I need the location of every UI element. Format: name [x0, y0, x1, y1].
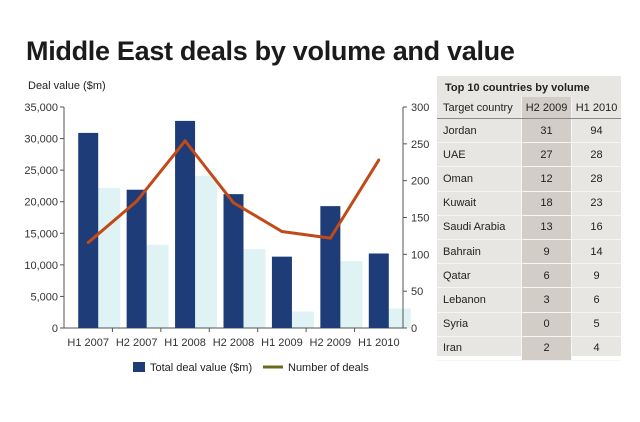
- cell-h1-2010: 23: [571, 191, 621, 216]
- right-tick-label: 50: [411, 286, 423, 298]
- cell-h1-2010: 14: [571, 239, 621, 265]
- cell-h1-2010: 5: [571, 312, 621, 337]
- category-label: H2 2008: [213, 337, 255, 349]
- cell-h2-2009: 6: [520, 263, 572, 289]
- cell-h1-2010: 16: [571, 215, 621, 240]
- left-tick-label: 5,000: [30, 291, 58, 303]
- category-label: H1 2009: [261, 337, 303, 349]
- countries-table: Target country H2 2009 H1 2010 Jordan 31 9…: [437, 97, 621, 361]
- right-tick-label: 0: [411, 323, 417, 335]
- cell-h2-2009: 2: [520, 336, 572, 361]
- cell-h2-2009: 27: [520, 142, 572, 168]
- table-row: Qatar 6 9: [437, 263, 621, 289]
- deals-count-point: [86, 241, 90, 245]
- category-label: H1 2007: [67, 337, 109, 349]
- cell-h2-2009: 3: [520, 287, 572, 313]
- table-row: UAE 27 28: [437, 142, 621, 168]
- chart-legend: Total deal value ($m) Number of deals: [133, 362, 369, 374]
- top-countries-panel: Top 10 countries by volume Target countr…: [437, 76, 621, 361]
- category-labels: H1 2007 H2 2007 H1 2008 H2 2008 H1 2009 H2 20…: [67, 328, 400, 349]
- cell-country: Kuwait: [437, 191, 522, 216]
- cell-h1-2010: 94: [571, 118, 621, 144]
- deals-count-point: [377, 158, 381, 162]
- cell-country: Syria: [437, 312, 522, 337]
- deal-value-bar: [223, 194, 244, 328]
- legend-bar-label: Total deal value ($m): [150, 362, 252, 374]
- cell-h2-2009: 13: [520, 215, 572, 240]
- deals-count-point: [135, 199, 139, 203]
- right-tick-label: 150: [411, 213, 429, 225]
- table-header-row: Target country H2 2009 H1 2010: [437, 97, 621, 119]
- cell-h1-2010: 6: [571, 287, 621, 313]
- category-label: H1 2008: [164, 337, 206, 349]
- deal-value-bar: [368, 253, 389, 328]
- cell-h1-2010: 4: [571, 336, 621, 361]
- table-row: Bahrain 9 14: [437, 239, 621, 265]
- cell-country: Bahrain: [437, 239, 522, 265]
- cell-country: Qatar: [437, 263, 522, 289]
- deal-value-bar: [271, 256, 292, 328]
- left-tick-label: 0: [52, 323, 58, 335]
- left-tick-label: 35,000: [24, 102, 58, 114]
- table-row: Lebanon 3 6: [437, 287, 621, 313]
- table-row: Kuwait 18 23: [437, 191, 621, 216]
- cell-country: Saudi Arabia: [437, 215, 522, 240]
- left-tick-label: 25,000: [24, 165, 58, 177]
- deals-chart: 0 5,000 10,000 15,000 20,000 25,000 30,000 35,0…: [24, 102, 429, 374]
- legend-bar-swatch: [133, 362, 145, 372]
- category-label: H2 2009: [310, 337, 352, 349]
- left-tick-label: 30,000: [24, 134, 58, 146]
- deals-count-point: [183, 139, 187, 143]
- y-axis-label: Deal value ($m): [28, 80, 106, 92]
- table-row: Oman 12 28: [437, 166, 621, 192]
- table-row: Iran 2 4: [437, 336, 621, 361]
- cell-country: Iran: [437, 336, 522, 361]
- right-tick-label: 100: [411, 249, 429, 261]
- cell-h1-2010: 28: [571, 142, 621, 168]
- cell-h2-2009: 0: [520, 312, 572, 337]
- cell-h2-2009: 31: [520, 118, 572, 144]
- deals-count-point: [232, 201, 235, 205]
- table-row: Jordan 31 94: [437, 118, 621, 144]
- cell-country: Oman: [437, 166, 522, 192]
- deal-value-bar: [78, 132, 99, 328]
- right-tick-label: 300: [411, 102, 429, 114]
- cell-h1-2010: 9: [571, 263, 621, 289]
- header-country: Target country: [437, 97, 522, 119]
- category-label: H1 2010: [358, 337, 400, 349]
- bar-series: [78, 120, 389, 329]
- left-tick-label: 10,000: [24, 260, 58, 272]
- deal-value-bar: [175, 120, 196, 329]
- left-tick-label: 20,000: [24, 197, 58, 209]
- deal-value-bar: [126, 189, 147, 328]
- table-title: Top 10 countries by volume: [445, 82, 590, 94]
- cell-h2-2009: 9: [520, 239, 572, 265]
- cell-country: UAE: [437, 142, 522, 168]
- cell-country: Jordan: [437, 118, 522, 144]
- cell-country: Lebanon: [437, 287, 522, 313]
- right-axis-ticks: 0 50 100 150 200 250 300: [403, 102, 429, 335]
- legend-line-label: Number of deals: [288, 362, 369, 374]
- header-h2-2009: H2 2009: [520, 97, 572, 119]
- deals-count-point: [328, 236, 332, 240]
- category-label: H2 2007: [116, 337, 158, 349]
- left-tick-label: 15,000: [24, 228, 58, 240]
- page-title: Middle East deals by volume and value: [26, 36, 515, 66]
- table-row: Saudi Arabia 13 16: [437, 215, 621, 240]
- right-tick-label: 200: [411, 176, 429, 188]
- deals-count-point: [280, 229, 284, 233]
- left-axis-ticks: 0 5,000 10,000 15,000 20,000 25,000 30,000 35,0…: [24, 102, 64, 335]
- right-tick-label: 250: [411, 139, 429, 151]
- line-series: [86, 139, 381, 245]
- table-row: Syria 0 5: [437, 312, 621, 337]
- cell-h1-2010: 28: [571, 166, 621, 192]
- cell-h2-2009: 18: [520, 191, 572, 216]
- cell-h2-2009: 12: [520, 166, 572, 192]
- header-h1-2010: H1 2010: [571, 97, 621, 119]
